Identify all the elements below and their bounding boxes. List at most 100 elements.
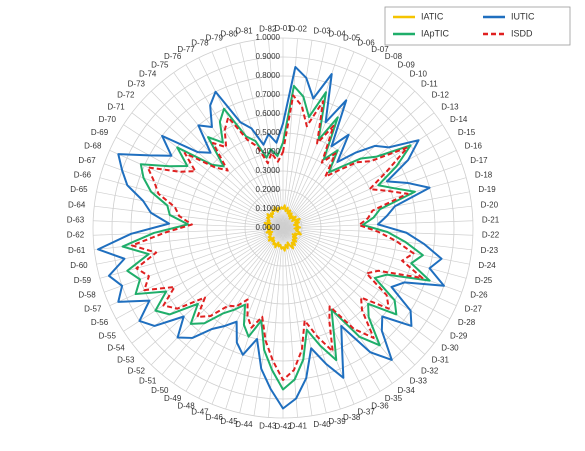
category-label: D-62 xyxy=(67,231,85,240)
category-label: D-32 xyxy=(421,366,439,375)
spoke xyxy=(282,163,462,229)
category-label: D-22 xyxy=(482,231,500,240)
spoke xyxy=(282,227,416,366)
spoke xyxy=(268,227,284,418)
legend-box xyxy=(384,6,571,46)
spoke xyxy=(185,64,284,229)
category-label: D-33 xyxy=(410,377,428,386)
spoke xyxy=(282,227,355,405)
category-label: D-66 xyxy=(74,170,92,179)
category-label: D-43 xyxy=(259,422,277,431)
spoke xyxy=(115,136,284,229)
spoke xyxy=(282,205,472,229)
category-label: D-01 xyxy=(274,24,292,33)
category-label: D-78 xyxy=(191,39,209,48)
spoke xyxy=(282,227,435,344)
category-label: D-17 xyxy=(470,156,488,165)
spoke xyxy=(225,227,284,410)
category-label: D-07 xyxy=(371,45,389,54)
category-label: D-10 xyxy=(410,70,428,79)
category-label: D-47 xyxy=(191,408,209,417)
category-label: D-25 xyxy=(475,276,493,285)
r-tick-label: 0.5000 xyxy=(256,128,281,137)
spoke xyxy=(268,38,284,229)
category-label: D-80 xyxy=(220,29,238,38)
spoke xyxy=(282,227,313,416)
spoke xyxy=(282,136,451,229)
r-tick-label: 0.7000 xyxy=(256,90,281,99)
category-label: D-65 xyxy=(70,185,88,194)
category-label: D-60 xyxy=(70,261,88,270)
category-label: D-67 xyxy=(78,156,96,165)
category-label: D-18 xyxy=(475,170,493,179)
category-label: D-57 xyxy=(84,305,102,314)
spoke xyxy=(96,227,284,265)
spoke xyxy=(282,149,457,229)
category-label: D-44 xyxy=(235,420,253,429)
category-label: D-26 xyxy=(470,290,488,299)
category-label: D-64 xyxy=(68,200,86,209)
spoke xyxy=(282,227,443,332)
spoke xyxy=(282,227,462,293)
r-tick-label: 0.8000 xyxy=(256,71,281,80)
series-line xyxy=(97,65,445,410)
category-label: D-71 xyxy=(107,102,125,111)
category-label: D-48 xyxy=(177,401,195,410)
category-label: D-35 xyxy=(385,394,403,403)
r-tick-label: 0.1000 xyxy=(256,204,281,213)
category-label: D-31 xyxy=(432,356,450,365)
spoke xyxy=(253,227,284,416)
spoke xyxy=(150,227,284,366)
category-label: D-20 xyxy=(481,200,499,209)
r-tick-label: 0.6000 xyxy=(256,109,281,118)
category-label: D-14 xyxy=(450,115,468,124)
category-label: D-36 xyxy=(371,401,389,410)
spoke xyxy=(282,90,416,229)
category-label: D-15 xyxy=(458,128,476,137)
legend-label: IUTIC xyxy=(511,11,535,21)
category-label: D-02 xyxy=(290,25,308,34)
category-label: D-76 xyxy=(164,52,182,61)
spoke xyxy=(282,227,393,384)
spoke xyxy=(131,112,284,229)
category-label: D-61 xyxy=(68,246,86,255)
category-label: D-63 xyxy=(67,215,85,224)
legend: IATIC IUTIC IApTIC ISDD xyxy=(384,6,571,46)
series-line xyxy=(131,94,424,381)
spoke xyxy=(282,227,341,410)
category-label: D-56 xyxy=(91,318,109,327)
spoke xyxy=(123,227,284,332)
spoke xyxy=(109,227,284,307)
spoke xyxy=(239,42,284,229)
spoke xyxy=(99,177,284,229)
spoke xyxy=(225,46,284,229)
spoke xyxy=(282,81,405,229)
spoke xyxy=(282,57,368,229)
category-label: D-46 xyxy=(206,413,224,422)
category-label: D-79 xyxy=(206,33,224,42)
category-label: D-11 xyxy=(421,80,438,89)
category-label: D-70 xyxy=(99,115,117,124)
spoke xyxy=(96,191,284,229)
r-tick-label: 0.0000 xyxy=(256,223,281,232)
spoke xyxy=(140,227,284,355)
category-label: D-34 xyxy=(397,386,415,395)
category-label: D-69 xyxy=(91,128,109,137)
spoke xyxy=(282,42,327,229)
category-label: D-54 xyxy=(107,344,125,353)
category-label: D-50 xyxy=(151,386,169,395)
category-label: D-08 xyxy=(385,52,403,61)
spoke xyxy=(93,227,284,236)
category-label: D-41 xyxy=(290,422,308,431)
category-label: D-04 xyxy=(328,29,346,38)
spoke xyxy=(282,101,426,229)
spoke xyxy=(115,227,284,320)
spoke xyxy=(104,227,284,293)
spoke xyxy=(173,72,284,229)
spoke xyxy=(99,227,284,279)
category-label: D-53 xyxy=(117,356,135,365)
spoke xyxy=(150,90,284,229)
r-tick-label: 0.2000 xyxy=(256,185,281,194)
legend-label: IATIC xyxy=(421,11,444,21)
category-label: D-28 xyxy=(458,318,476,327)
